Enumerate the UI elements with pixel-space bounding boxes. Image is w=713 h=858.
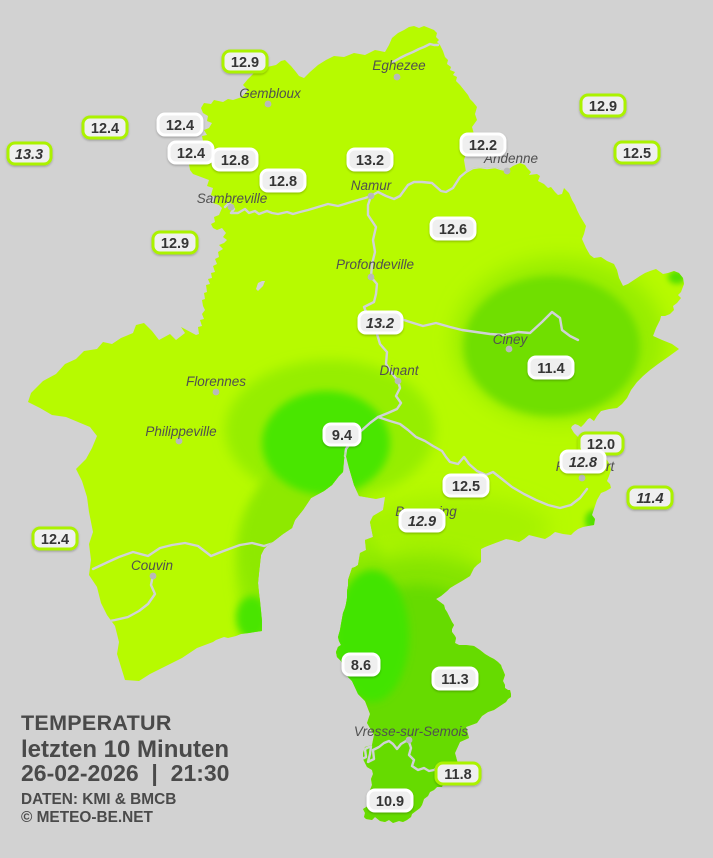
svg-text:letzten 10 Minuten: letzten 10 Minuten	[21, 736, 229, 763]
svg-text:9.4: 9.4	[332, 428, 352, 444]
svg-text:Namur: Namur	[351, 178, 392, 193]
svg-text:Dinant: Dinant	[379, 363, 419, 378]
svg-text:26-02-2026 | 21:30: 26-02-2026 | 21:30	[21, 760, 229, 786]
svg-text:Ciney: Ciney	[493, 332, 529, 347]
svg-text:Philippeville: Philippeville	[145, 424, 216, 439]
svg-text:TEMPERATUR: TEMPERATUR	[21, 711, 172, 735]
svg-text:12.4: 12.4	[41, 532, 69, 548]
svg-text:Eghezee: Eghezee	[372, 58, 425, 73]
svg-text:10.9: 10.9	[376, 794, 404, 810]
svg-text:© METEO-BE.NET: © METEO-BE.NET	[21, 809, 154, 826]
svg-text:12.9: 12.9	[161, 236, 189, 252]
svg-text:Florennes: Florennes	[186, 374, 246, 389]
svg-text:DATEN: KMI & BMCB: DATEN: KMI & BMCB	[21, 791, 176, 808]
svg-text:12.4: 12.4	[91, 121, 119, 137]
svg-text:13.3: 13.3	[15, 147, 43, 163]
svg-text:Gembloux: Gembloux	[239, 86, 302, 101]
svg-text:12.6: 12.6	[439, 222, 467, 238]
svg-text:Vresse-sur-Semois: Vresse-sur-Semois	[354, 724, 469, 739]
svg-text:12.4: 12.4	[177, 146, 205, 162]
svg-text:12.9: 12.9	[589, 99, 617, 115]
svg-text:11.4: 11.4	[537, 361, 564, 377]
svg-text:Couvin: Couvin	[131, 558, 173, 573]
svg-text:12.8: 12.8	[269, 174, 297, 190]
svg-text:13.2: 13.2	[366, 316, 394, 332]
svg-text:Profondeville: Profondeville	[336, 257, 414, 272]
svg-text:12.9: 12.9	[231, 55, 259, 71]
svg-text:13.2: 13.2	[356, 153, 384, 169]
svg-text:8.6: 8.6	[351, 658, 371, 674]
svg-text:12.4: 12.4	[166, 118, 194, 134]
svg-text:12.8: 12.8	[221, 153, 249, 169]
svg-text:Sambreville: Sambreville	[197, 191, 268, 206]
svg-text:12.8: 12.8	[569, 455, 598, 471]
svg-text:12.9: 12.9	[408, 514, 436, 530]
svg-text:12.0: 12.0	[587, 437, 615, 453]
svg-text:12.2: 12.2	[469, 138, 497, 154]
svg-text:11.8: 11.8	[444, 767, 471, 783]
svg-text:12.5: 12.5	[623, 146, 651, 162]
svg-text:11.4: 11.4	[636, 491, 663, 507]
svg-text:12.5: 12.5	[452, 479, 480, 495]
svg-text:11.3: 11.3	[441, 672, 468, 688]
